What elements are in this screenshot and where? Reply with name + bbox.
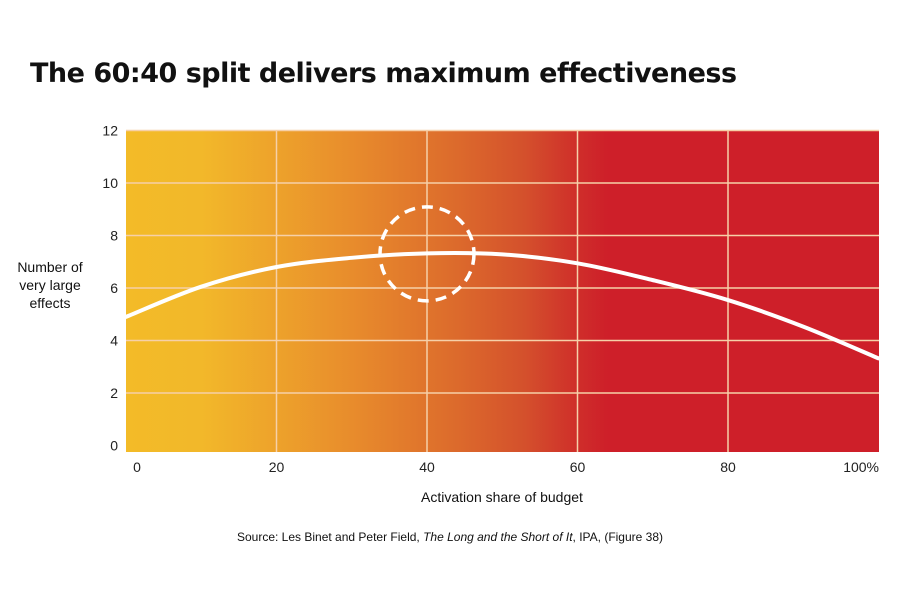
x-tick-label: 100% <box>843 459 879 475</box>
x-tick-label: 0 <box>133 459 141 475</box>
chart-title: The 60:40 split delivers maximum effecti… <box>30 58 737 89</box>
x-axis-label: Activation share of budget <box>421 489 583 505</box>
series-line <box>124 251 881 361</box>
y-axis-label-line: very large <box>19 277 81 293</box>
source-note: Source: Les Binet and Peter Field, The L… <box>0 530 900 544</box>
source-prefix: Source: Les Binet and Peter Field, <box>236 530 424 544</box>
y-tick-label: 0 <box>110 438 118 454</box>
y-axis-label-line: effects <box>29 295 71 311</box>
x-tick-label: 60 <box>570 459 586 475</box>
source-suffix: , IPA, (Figure 38) <box>572 530 664 544</box>
plot-background <box>126 130 879 452</box>
y-axis-label: Number of very large effects <box>8 258 92 312</box>
x-tick-label: 40 <box>419 459 435 475</box>
y-axis-label-line: Number of <box>17 259 83 275</box>
source-title: The Long and the Short of It <box>423 530 573 544</box>
highlight-circle <box>378 205 476 303</box>
y-tick-label: 6 <box>110 280 118 296</box>
y-tick-label: 10 <box>102 175 118 191</box>
y-tick-label: 8 <box>110 228 118 244</box>
y-tick-label: 2 <box>110 385 118 401</box>
y-tick-label: 4 <box>110 333 118 349</box>
x-tick-label: 20 <box>269 459 285 475</box>
y-tick-label: 12 <box>102 123 118 139</box>
x-tick-label: 80 <box>720 459 736 475</box>
